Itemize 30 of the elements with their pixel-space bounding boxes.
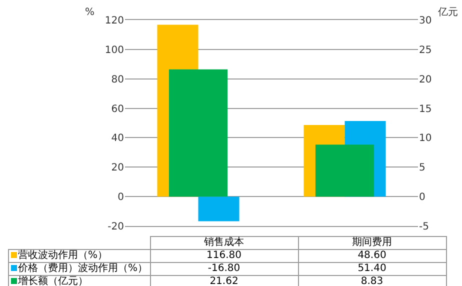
y2-tick-label: 10 bbox=[419, 133, 432, 144]
y-tick-label: 80 bbox=[111, 74, 124, 86]
x-tick-label: 销售成本 bbox=[150, 236, 298, 250]
x-tick-label: 期间费用 bbox=[298, 236, 446, 250]
y2-tick-label: 15 bbox=[419, 104, 432, 115]
y2-tick-label: 25 bbox=[419, 44, 432, 56]
data-label: 21.62 bbox=[150, 276, 298, 286]
legend-label: 营收波动作用（%） bbox=[18, 250, 108, 261]
legend-label: 增长额（亿元） bbox=[18, 276, 88, 286]
y-tick-label: 100 bbox=[104, 44, 124, 56]
y2-tick-label: 20 bbox=[419, 74, 432, 86]
y-tick-label: 20 bbox=[111, 162, 124, 174]
data-label: -16.80 bbox=[150, 262, 298, 276]
bar bbox=[198, 196, 240, 222]
data-label: 48.60 bbox=[298, 250, 446, 262]
y2-tick-label: 30 bbox=[419, 16, 432, 26]
y-tick-label: 40 bbox=[111, 133, 124, 144]
y-tick-label: 60 bbox=[111, 104, 124, 115]
y-tick-label: 0 bbox=[118, 192, 124, 204]
y2-tick-label: 5 bbox=[419, 162, 426, 174]
y-tick-label: -20 bbox=[108, 222, 124, 232]
y-axis-title: % bbox=[85, 7, 95, 18]
data-label: 116.80 bbox=[150, 250, 298, 262]
y2-tick-label: 0 bbox=[419, 192, 426, 204]
y2-axis-title: 亿元 bbox=[437, 7, 458, 18]
data-label: 8.83 bbox=[298, 276, 446, 286]
y-tick-label: 120 bbox=[104, 16, 124, 26]
y2-tick-label: -5 bbox=[419, 222, 429, 232]
legend-label: 价格（费用）波动作用（%） bbox=[18, 263, 148, 274]
data-label: 51.40 bbox=[298, 262, 446, 276]
